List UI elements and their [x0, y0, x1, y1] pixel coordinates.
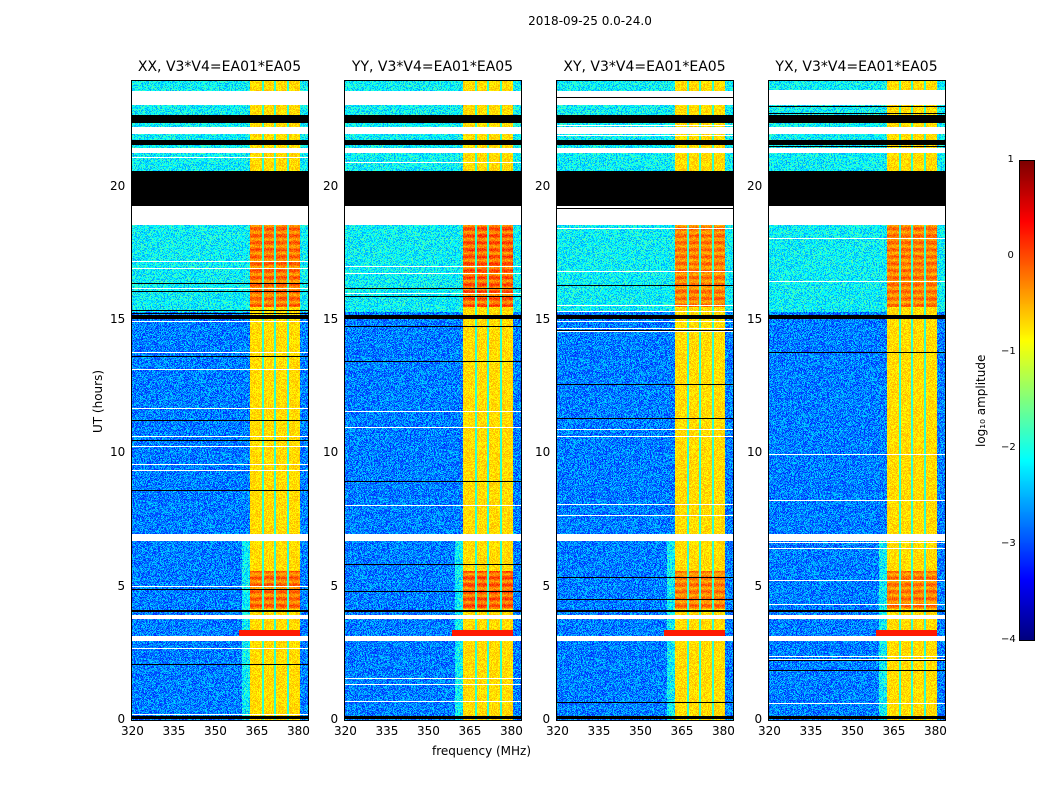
x-tick-label: 335: [799, 724, 823, 738]
x-tick-label: 350: [203, 724, 227, 738]
x-tick-label: 380: [499, 724, 523, 738]
y-axis-label: UT (hours): [91, 369, 105, 433]
x-tick-label: 350: [628, 724, 652, 738]
panel-title-yx: YX, V3*V4=EA01*EA05: [775, 59, 938, 75]
x-tick-label: 365: [882, 724, 906, 738]
colorbar-tick-label: −4: [1001, 634, 1016, 645]
y-tick-label: 20: [747, 178, 763, 193]
x-tick-label: 320: [758, 724, 781, 738]
y-tick-label: 10: [110, 445, 126, 460]
y-tick-label: 0: [330, 712, 339, 726]
y-tick-label: 5: [330, 578, 339, 593]
x-axis-label: frequency (MHz): [432, 744, 532, 758]
y-tick-label: 15: [323, 312, 339, 326]
y-tick-label: 15: [110, 312, 126, 326]
colorbar-tick-label: −1: [1001, 346, 1016, 357]
x-tick-label: 365: [458, 724, 482, 738]
x-tick-label: 350: [416, 724, 440, 738]
colorbar-tick-label: −3: [1001, 538, 1016, 549]
x-tick-label: 350: [840, 724, 864, 738]
x-tick-label: 320: [334, 724, 357, 738]
y-tick-label: 20: [535, 178, 551, 193]
x-tick-label: 335: [162, 724, 186, 738]
y-tick-label: 15: [747, 312, 763, 326]
x-tick-label: 380: [923, 724, 947, 738]
waterfall-xy: [556, 80, 733, 720]
x-tick-label: 380: [286, 724, 310, 738]
x-tick-label: 320: [121, 724, 144, 738]
y-tick-label: 5: [542, 578, 551, 593]
y-tick-label: 0: [754, 712, 763, 726]
x-tick-label: 380: [711, 724, 735, 738]
x-tick-label: 365: [670, 724, 694, 738]
waterfall-xx: [131, 80, 308, 720]
y-tick-label: 20: [110, 178, 126, 193]
waterfall-yy: [344, 80, 521, 720]
x-tick-label: 320: [546, 724, 569, 738]
y-tick-label: 15: [535, 312, 551, 326]
y-tick-label: 10: [747, 445, 763, 460]
x-tick-label: 335: [375, 724, 399, 738]
y-tick-label: 0: [117, 712, 126, 726]
colorbar-tick-label: 1: [1007, 154, 1014, 165]
x-tick-label: 335: [587, 724, 611, 738]
waterfall-yx: [768, 80, 945, 720]
y-tick-label: 5: [117, 578, 126, 593]
panel-title-xy: XY, V3*V4=EA01*EA05: [563, 59, 726, 75]
y-tick-label: 20: [323, 178, 339, 193]
y-tick-label: 5: [754, 578, 763, 593]
y-tick-label: 0: [542, 712, 551, 726]
y-tick-label: 10: [323, 445, 339, 460]
panel-title-xx: XX, V3*V4=EA01*EA05: [137, 59, 302, 75]
colorbar-tick-label: 0: [1007, 250, 1014, 261]
colorbar-label: log₁₀ amplitude: [974, 354, 988, 447]
x-tick-label: 365: [245, 724, 269, 738]
y-tick-label: 10: [535, 445, 551, 460]
figure-title: 2018-09-25 0.0-24.0: [528, 14, 652, 28]
colorbar: [1019, 160, 1035, 641]
panel-title-yy: YY, V3*V4=EA01*EA05: [351, 59, 514, 75]
colorbar-tick-label: −2: [1001, 442, 1016, 453]
